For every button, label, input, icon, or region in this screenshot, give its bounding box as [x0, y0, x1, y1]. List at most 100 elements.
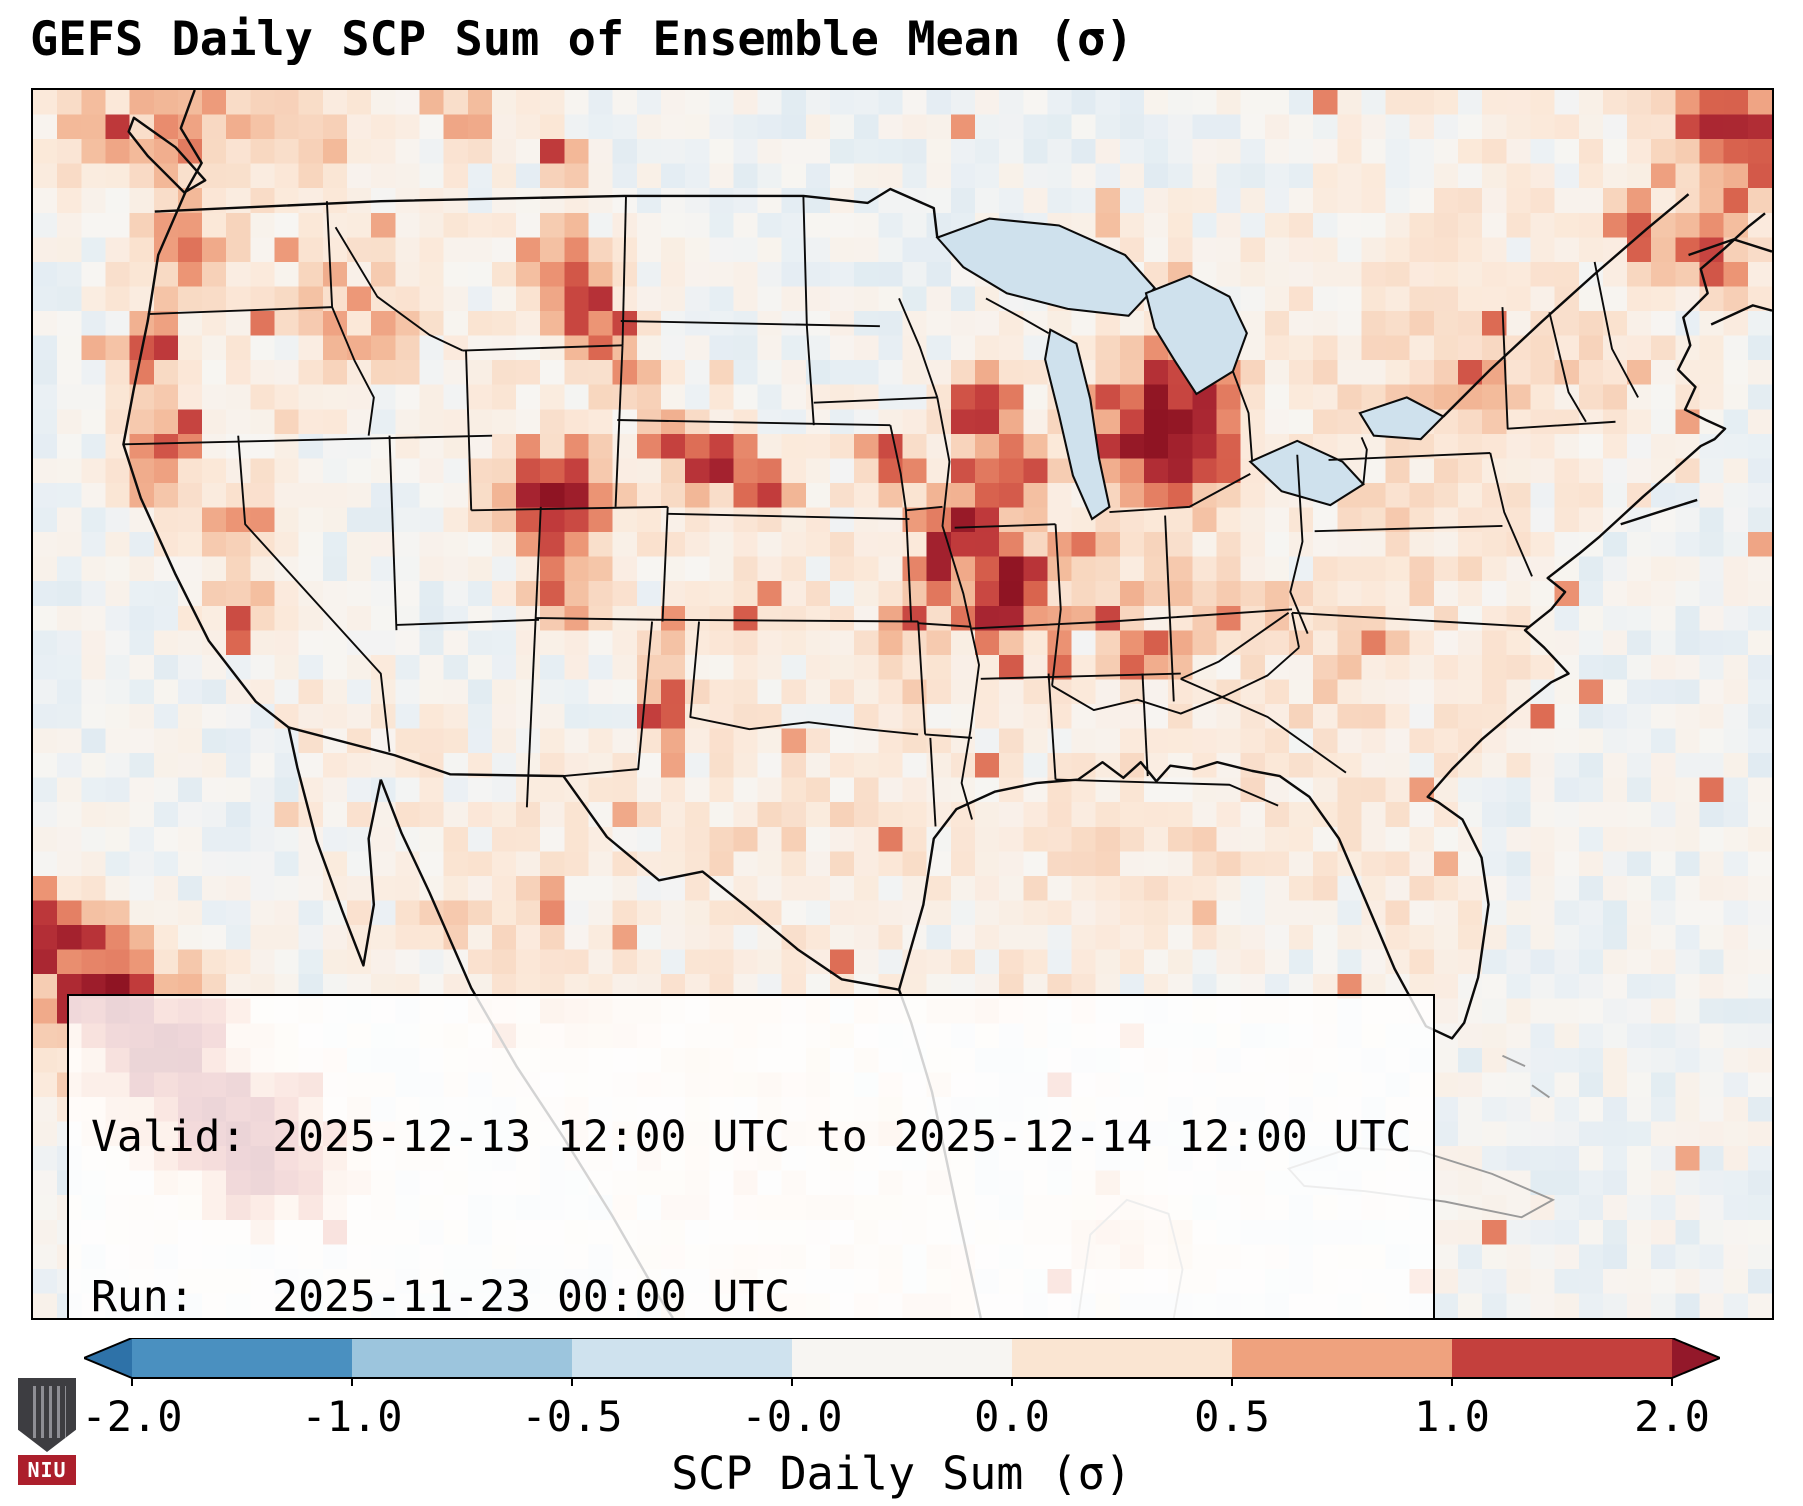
colorbar-tick-label: 0.5 — [1194, 1392, 1270, 1441]
ohio-river — [1051, 646, 1300, 715]
lake-huron — [1144, 274, 1248, 396]
wa-or-border — [147, 306, 333, 316]
mississippi-river — [936, 397, 980, 820]
colorbar-tick-label: -0.0 — [741, 1392, 843, 1441]
wi-mn-border — [898, 298, 939, 398]
ar-la-border — [925, 733, 973, 739]
tn-south-border — [980, 672, 1181, 680]
idaho-montana-border — [334, 226, 463, 352]
il-in-border — [1051, 524, 1062, 686]
wy-east-border — [614, 345, 624, 507]
colorbar — [84, 1338, 1720, 1386]
wi-il-border — [954, 523, 1056, 529]
gulf-atlantic-coastline — [897, 212, 1766, 1040]
fl-north-border — [1055, 778, 1279, 807]
mo-ar-border — [918, 622, 971, 628]
va-nc-border — [1291, 611, 1531, 628]
colorbar-segment — [1012, 1338, 1233, 1378]
nh-me-border — [1593, 261, 1639, 398]
idaho-west-border — [325, 201, 375, 436]
nova-scotia-coast — [1688, 238, 1772, 326]
nv-ut-border — [388, 435, 398, 631]
ks-ok-border — [655, 618, 919, 623]
wi-mi-up-border — [985, 297, 1050, 334]
mn-ia-border — [813, 396, 938, 404]
map-panel: Valid: 2025-12-13 12:00 UTC to 2025-12-1… — [31, 88, 1774, 1320]
valid-time-text: Valid: 2025-12-13 12:00 UTC to 2025-12-1… — [91, 1111, 1412, 1162]
vt-nh-border — [1548, 312, 1587, 423]
colorbar-ticks: -2.0 -1.0 -0.5 -0.0 0.0 0.5 1.0 2.0 — [81, 1392, 1720, 1444]
ok-ar-border — [917, 621, 927, 735]
ut-az-border — [396, 618, 540, 626]
bahamas-coastline — [1502, 1054, 1550, 1099]
al-ga-border — [1141, 673, 1149, 777]
42n-border — [123, 434, 493, 446]
co-east-border — [661, 506, 669, 622]
ne-ks-border — [667, 512, 910, 520]
ut-co-border — [534, 506, 542, 620]
ia-mo-border — [905, 505, 943, 512]
tn-nc-border — [1180, 612, 1290, 680]
colorbar-segment — [352, 1338, 573, 1378]
pa-md-border — [1314, 525, 1503, 533]
st-clair-river — [1232, 371, 1253, 461]
colorbar-segment — [792, 1338, 1013, 1378]
canada-border — [154, 187, 939, 238]
colorbar-tick-label: -1.0 — [301, 1392, 403, 1441]
pacific-coastline — [122, 90, 290, 729]
mt-east-border — [621, 195, 627, 346]
lake-superior — [935, 217, 1157, 317]
vancouver-island — [127, 116, 207, 194]
la-tx-border — [929, 737, 937, 827]
colorbar-tick-label: -0.5 — [521, 1392, 623, 1441]
ca-nv-border — [237, 435, 391, 752]
in-oh-border — [1164, 515, 1175, 702]
colorbar-axis-label: SCP Daily Sum (σ) — [671, 1447, 1132, 1500]
lake-erie — [1248, 439, 1365, 507]
figure-title: GEFS Daily SCP Sum of Ensemble Mean (σ) — [30, 12, 1134, 67]
ny-vt-ma-border — [1501, 307, 1616, 430]
colorbar-under-arrow — [84, 1338, 132, 1378]
valid-run-info-box: Valid: 2025-12-13 12:00 UTC to 2025-12-1… — [67, 994, 1436, 1320]
lake-michigan — [1044, 328, 1111, 521]
mi-south-border — [1109, 473, 1251, 514]
colorbar-segment — [132, 1338, 353, 1378]
colorbar-tick-label: 1.0 — [1414, 1392, 1490, 1441]
nd-sd-border — [620, 320, 880, 328]
niu-logo: NIU — [18, 1378, 76, 1485]
nm-tx-border — [563, 621, 654, 778]
lake-ontario — [1358, 396, 1446, 441]
colorbar-tick-label: 2.0 — [1634, 1392, 1710, 1441]
nc-sc-border — [1180, 677, 1347, 774]
co-nm-border — [535, 617, 656, 621]
run-time-text: Run: 2025-11-23 00:00 UTC — [91, 1271, 790, 1320]
state-boundaries — [123, 195, 1639, 827]
mexico-border — [288, 726, 900, 991]
colorbar-segment — [572, 1338, 793, 1378]
ky-tn-north-border — [972, 608, 1293, 630]
wy-west-border — [465, 350, 473, 511]
colorbar-segment — [1232, 1338, 1453, 1378]
tx-panhandle-red-river — [689, 621, 919, 736]
niu-shield-icon — [18, 1378, 76, 1452]
colorbar-outline — [84, 1338, 1720, 1379]
mn-west-border — [802, 195, 815, 426]
pa-ny-border — [1328, 452, 1491, 461]
sd-ne-border — [617, 419, 891, 427]
niagara-river — [1360, 437, 1368, 485]
mt-wy-border — [462, 344, 623, 352]
colorbar-tick-label: 0.0 — [974, 1392, 1050, 1441]
az-nm-border — [525, 619, 537, 808]
long-island — [1620, 498, 1698, 526]
st-lawrence-river — [1442, 193, 1690, 418]
colorbar-segment — [1452, 1338, 1673, 1378]
41n-border — [471, 505, 668, 512]
ny-nj-border — [1489, 452, 1533, 577]
niu-logo-text: NIU — [18, 1455, 76, 1485]
ms-al-border — [1047, 673, 1057, 780]
colorbar-tick-label: -2.0 — [81, 1392, 183, 1441]
ne-ia-river — [889, 425, 907, 511]
ky-va-corner — [1291, 612, 1300, 648]
ks-mo-border — [905, 510, 913, 622]
